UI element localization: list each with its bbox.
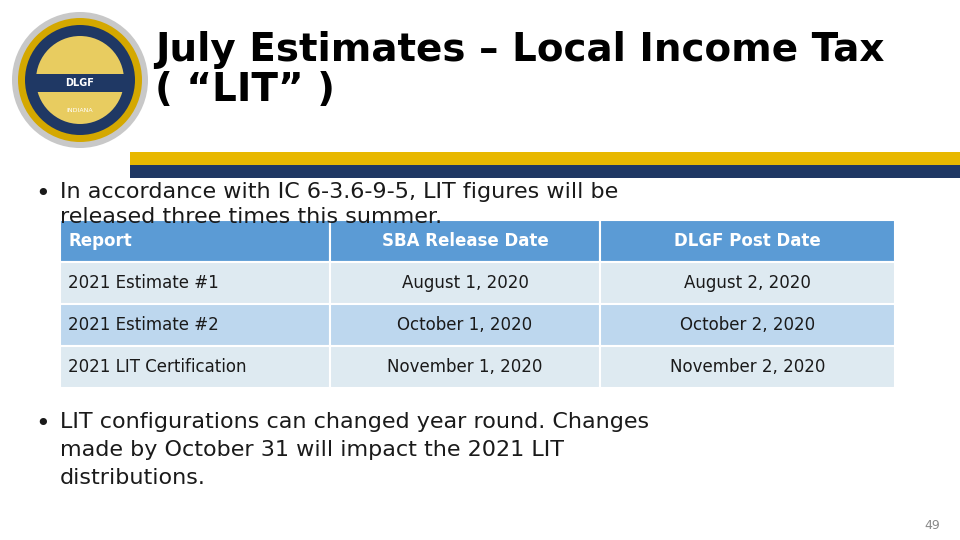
- Bar: [130, 152, 960, 165]
- Bar: [330, 346, 600, 388]
- Text: DLGF Post Date: DLGF Post Date: [674, 232, 821, 250]
- Text: made by October 31 will impact the 2021 LIT: made by October 31 will impact the 2021 …: [60, 440, 564, 460]
- Text: 2021 Estimate #2: 2021 Estimate #2: [68, 316, 219, 334]
- Circle shape: [25, 25, 135, 135]
- Text: Report: Report: [68, 232, 132, 250]
- Bar: [60, 262, 330, 304]
- Text: November 2, 2020: November 2, 2020: [670, 358, 826, 376]
- Text: November 1, 2020: November 1, 2020: [387, 358, 542, 376]
- Text: released three times this summer.: released three times this summer.: [60, 207, 443, 227]
- Text: •: •: [35, 412, 50, 436]
- Text: INDIANA: INDIANA: [66, 107, 93, 112]
- Text: 2021 LIT Certification: 2021 LIT Certification: [68, 358, 247, 376]
- Bar: [330, 262, 600, 304]
- Text: 49: 49: [924, 519, 940, 532]
- Bar: [600, 346, 895, 388]
- Bar: [330, 304, 600, 346]
- Bar: [330, 220, 600, 262]
- Bar: [60, 220, 330, 262]
- Bar: [600, 220, 895, 262]
- Text: In accordance with IC 6-3.6-9-5, LIT figures will be: In accordance with IC 6-3.6-9-5, LIT fig…: [60, 182, 618, 202]
- Text: LIT configurations can changed year round. Changes: LIT configurations can changed year roun…: [60, 412, 649, 432]
- Circle shape: [12, 12, 148, 148]
- Text: 2021 Estimate #1: 2021 Estimate #1: [68, 274, 219, 292]
- Text: distributions.: distributions.: [60, 468, 205, 488]
- Text: August 2, 2020: August 2, 2020: [684, 274, 811, 292]
- Text: July Estimates – Local Income Tax: July Estimates – Local Income Tax: [155, 31, 884, 69]
- Text: October 2, 2020: October 2, 2020: [680, 316, 815, 334]
- Bar: [130, 165, 960, 178]
- Text: SBA Release Date: SBA Release Date: [382, 232, 548, 250]
- Text: DLGF: DLGF: [65, 78, 94, 88]
- Text: October 1, 2020: October 1, 2020: [397, 316, 533, 334]
- Text: •: •: [35, 182, 50, 206]
- Text: ( “LIT” ): ( “LIT” ): [155, 71, 335, 109]
- Bar: [600, 304, 895, 346]
- Circle shape: [36, 36, 124, 124]
- Bar: [30, 74, 130, 92]
- Bar: [60, 304, 330, 346]
- Bar: [60, 346, 330, 388]
- Bar: [0, 0, 960, 150]
- Circle shape: [18, 18, 142, 142]
- Bar: [600, 262, 895, 304]
- Text: August 1, 2020: August 1, 2020: [401, 274, 528, 292]
